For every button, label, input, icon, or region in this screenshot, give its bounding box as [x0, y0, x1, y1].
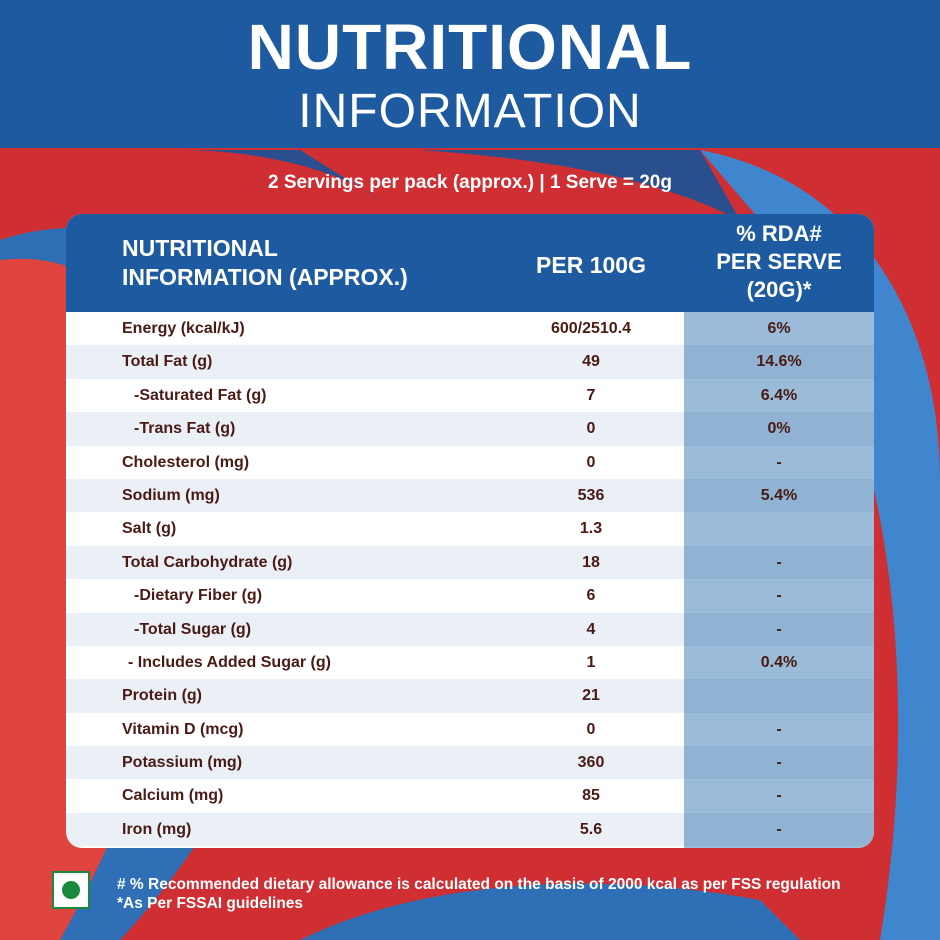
rda-value: - [776, 620, 782, 638]
table-row: Total Fat (g) 49 14.6% [66, 345, 874, 379]
table-row: Calcium (mg) 85 - [66, 779, 874, 812]
per-100g-value: 21 [582, 687, 600, 705]
per-100g-value: 5.6 [579, 820, 603, 838]
nutrient-name: Total Fat (g) [122, 353, 213, 371]
nutrient-name: Total Carbohydrate (g) [122, 553, 293, 571]
per-100g-value: 0 [586, 720, 596, 738]
footnote: # % Recommended dietary allowance is cal… [117, 875, 841, 913]
rda-value: 6% [767, 320, 791, 337]
table-row: -Trans Fat (g) 0 0% [66, 412, 874, 446]
per-100g-value: 18 [582, 553, 600, 571]
rda-value: - [776, 453, 782, 471]
per-100g-value: 0 [586, 420, 596, 438]
nutrient-name: - Includes Added Sugar (g) [128, 653, 331, 671]
table-row: Cholesterol (mg) 0 - [66, 446, 874, 479]
header-nutrient: NUTRITIONAL INFORMATION (APPROX.) [122, 235, 408, 290]
nutrient-name: -Trans Fat (g) [134, 420, 236, 438]
table-body: Energy (kcal/kJ) 600/2510.4 6% Total Fat… [66, 312, 874, 847]
nutrient-name: Salt (g) [122, 520, 177, 538]
rda-value: - [776, 754, 782, 772]
rda-value: - [776, 587, 782, 605]
per-100g-value: 0 [586, 453, 596, 471]
veg-dot [62, 881, 80, 899]
rda-value: 5.4% [760, 486, 798, 504]
nutrient-name: -Total Sugar (g) [134, 620, 252, 638]
nutrient-name: Sodium (mg) [122, 486, 220, 504]
per-100g-value: 1.3 [579, 520, 603, 538]
rda-value: - [776, 820, 782, 838]
table-row: -Total Sugar (g) 4 - [66, 612, 874, 646]
rda-value: 0.4% [760, 653, 798, 671]
per-100g-value: 360 [577, 754, 605, 772]
table-row: -Dietary Fiber (g) 6 - [66, 579, 874, 612]
serving-info: 2 Servings per pack (approx.) | 1 Serve … [268, 172, 672, 193]
rda-column-background [684, 312, 874, 848]
nutrient-name: -Dietary Fiber (g) [134, 587, 263, 605]
per-100g-value: 6 [586, 587, 596, 605]
header-per-100g: PER 100G [536, 252, 646, 278]
rda-value: 14.6% [756, 353, 802, 371]
footnote-rda: # % Recommended dietary allowance is cal… [117, 876, 841, 893]
nutrient-name: Cholesterol (mg) [122, 453, 250, 471]
footnote-fssai: *As Per FSSAI guidelines [117, 895, 304, 912]
rda-value: - [776, 787, 782, 805]
rda-value: - [776, 553, 782, 571]
header-rda: % RDA# PER SERVE (20G)* [716, 221, 842, 302]
per-100g-value: 4 [586, 620, 596, 638]
nutrient-name: Potassium (mg) [122, 754, 243, 772]
table-row: Protein (g) 21 [66, 679, 874, 713]
page-header: NUTRITIONAL INFORMATION [0, 0, 940, 148]
table-row: Total Carbohydrate (g) 18 - [66, 545, 874, 580]
rda-value: - [776, 720, 782, 738]
table-row: Iron (mg) 5.6 - [66, 812, 874, 847]
per-100g-value: 85 [582, 787, 600, 805]
nutrient-name: Protein (g) [122, 687, 202, 705]
table-row: -Saturated Fat (g) 7 6.4% [66, 379, 874, 412]
veg-symbol-icon [52, 871, 90, 909]
nutrient-name: Energy (kcal/kJ) [122, 320, 245, 337]
table-row: - Includes Added Sugar (g) 1 0.4% [66, 646, 874, 679]
table-header: NUTRITIONAL INFORMATION (APPROX.) PER 10… [66, 214, 874, 312]
page-title: NUTRITIONAL [247, 11, 693, 83]
table-row: Sodium (mg) 536 5.4% [66, 478, 874, 513]
rda-value: 0% [767, 420, 791, 438]
table-row: Salt (g) 1.3 [66, 512, 874, 545]
nutrition-table: NUTRITIONAL INFORMATION (APPROX.) PER 10… [66, 214, 874, 848]
rda-value: 6.4% [760, 386, 798, 404]
table-row: Vitamin D (mcg) 0 - [66, 713, 874, 746]
table-row: Energy (kcal/kJ) 600/2510.4 6% [66, 312, 874, 345]
per-100g-value: 600/2510.4 [550, 320, 632, 337]
nutrient-name: -Saturated Fat (g) [134, 386, 267, 404]
per-100g-value: 1 [586, 653, 596, 671]
nutrient-name: Calcium (mg) [122, 787, 224, 805]
per-100g-value: 49 [582, 353, 600, 371]
per-100g-value: 536 [577, 486, 605, 504]
nutrient-name: Iron (mg) [122, 820, 192, 838]
per-100g-value: 7 [586, 386, 596, 404]
table-row: Potassium (mg) 360 - [66, 746, 874, 780]
nutrient-name: Vitamin D (mcg) [122, 720, 244, 738]
page-subtitle: INFORMATION [298, 85, 642, 138]
